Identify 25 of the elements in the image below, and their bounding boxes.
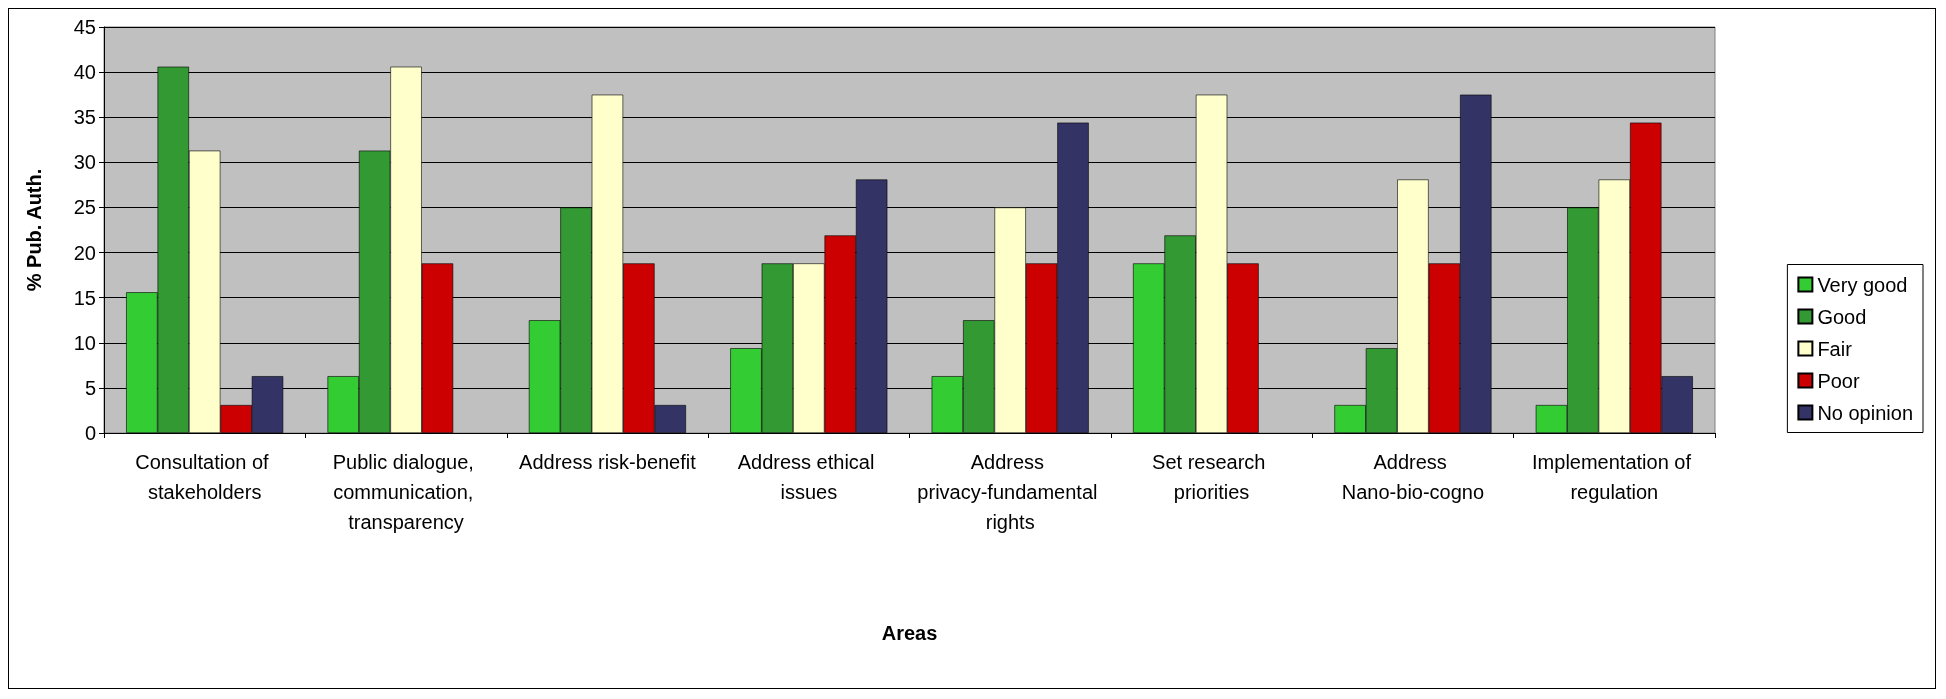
legend-label: Fair <box>1817 337 1853 360</box>
legend-label: No opinion <box>1817 401 1913 424</box>
x-tick-label: Address risk-benefit <box>519 451 697 473</box>
x-tick-label: Public dialogue, communication, transparency <box>332 451 480 533</box>
y-tick-label: 10 <box>73 331 96 354</box>
y-tick-label: 5 <box>84 376 96 399</box>
y-tick-label: 15 <box>73 286 96 309</box>
x-tick-label: Address Nano-bio-cogno <box>1341 451 1485 503</box>
legend-label: Poor <box>1817 369 1860 392</box>
y-axis-title: % Pub. Auth. <box>23 168 45 292</box>
x-tick-label: Implementation of regulation <box>1532 451 1697 503</box>
x-tick-label: Consultation of stakeholders <box>135 451 275 503</box>
y-tick-label: 25 <box>73 196 96 219</box>
x-tick-label: Address ethical issues <box>737 451 880 503</box>
y-tick-label: 35 <box>73 106 96 129</box>
y-tick-label: 40 <box>73 61 96 84</box>
y-tick-label: 20 <box>73 241 96 264</box>
x-axis-title: Areas <box>881 622 938 644</box>
legend-label: Very good <box>1817 273 1908 296</box>
y-tick-label: 0 <box>84 422 96 444</box>
y-tick-label: 30 <box>73 151 96 174</box>
y-tick-label: 45 <box>73 16 96 38</box>
x-tick-label: Set research priorities <box>1152 451 1272 503</box>
x-tick-label: Address privacy-fundamental rights <box>917 451 1104 533</box>
legend-label: Good <box>1817 305 1867 328</box>
